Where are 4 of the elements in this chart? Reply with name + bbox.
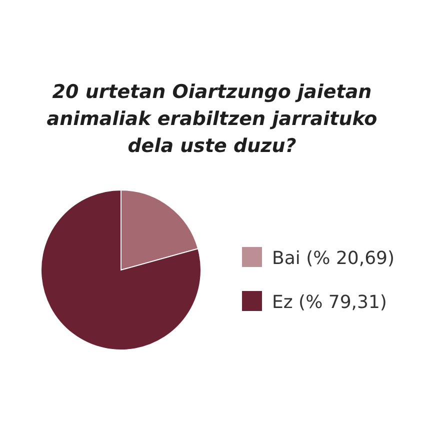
legend-label: Bai (% 20,69) [272, 248, 395, 269]
pie-slice [40, 190, 202, 350]
legend-label: Ez (% 79,31) [272, 292, 387, 313]
chart-title: 20 urtetan Oiartzungo jaietan animaliak erabiltzen jarraituko dela uste duzu? [46, 81, 378, 157]
